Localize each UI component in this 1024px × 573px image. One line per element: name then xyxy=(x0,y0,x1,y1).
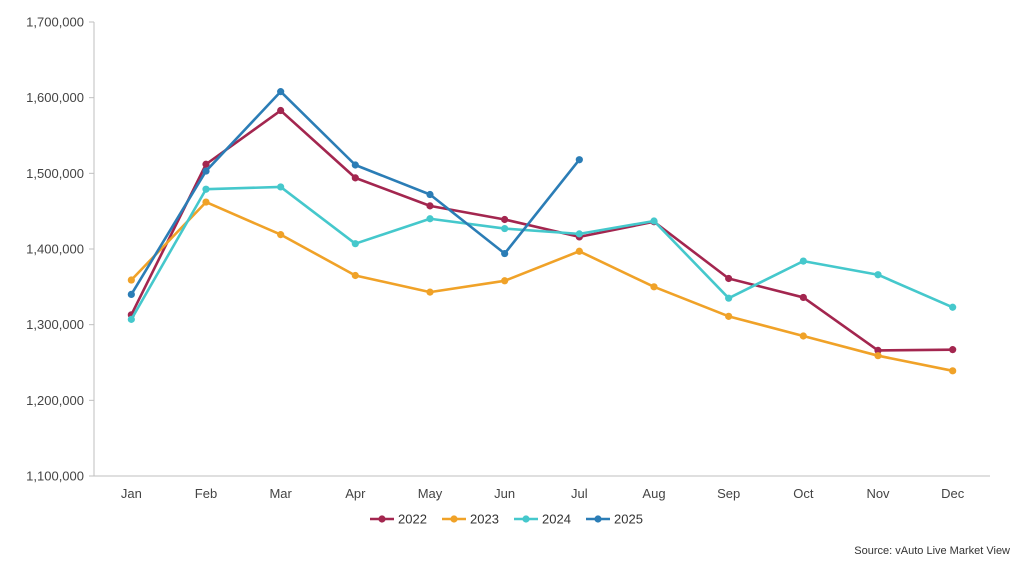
legend-item-2024: 2024 xyxy=(514,512,571,527)
x-tick-label: Apr xyxy=(345,486,366,501)
y-tick-label: 1,300,000 xyxy=(26,317,84,332)
data-point xyxy=(725,312,733,320)
legend-swatch-marker xyxy=(594,515,602,523)
data-point xyxy=(501,277,509,285)
data-point xyxy=(799,257,807,265)
series-line-2024 xyxy=(130,185,954,321)
series-line-2025 xyxy=(130,90,581,296)
data-point xyxy=(725,274,733,283)
legend-label: 2022 xyxy=(398,512,427,527)
data-point xyxy=(501,249,509,258)
data-point xyxy=(426,190,434,199)
y-tick-label: 1,600,000 xyxy=(26,90,84,105)
data-point xyxy=(799,332,807,340)
source-note: Source: vAuto Live Market View xyxy=(854,545,1010,557)
y-tick-label: 1,200,000 xyxy=(26,393,84,408)
data-point xyxy=(501,224,509,233)
legend: 2022 2023 2024 2025 xyxy=(370,512,643,527)
x-tick-label: Jul xyxy=(571,486,588,501)
legend-swatch-marker xyxy=(522,515,530,523)
data-point xyxy=(202,185,210,193)
data-point xyxy=(277,231,285,239)
legend-item-2025: 2025 xyxy=(586,512,643,527)
data-point xyxy=(725,294,733,302)
y-tick-label: 1,700,000 xyxy=(26,15,84,30)
legend-label: 2023 xyxy=(470,512,499,527)
data-point xyxy=(127,290,135,298)
series-2025 xyxy=(127,88,583,298)
data-point xyxy=(949,367,957,375)
x-tick-label: Sep xyxy=(717,486,740,501)
data-point xyxy=(650,217,658,225)
data-point xyxy=(501,215,509,224)
series-2024 xyxy=(127,183,957,323)
x-tick-label: Mar xyxy=(269,486,292,501)
legend-item-2022: 2022 xyxy=(370,512,427,527)
data-point xyxy=(650,283,658,291)
x-tick-label: Dec xyxy=(941,486,965,501)
data-point xyxy=(874,271,882,279)
data-point xyxy=(202,160,210,168)
legend-item-2023: 2023 xyxy=(442,512,499,527)
data-point xyxy=(202,167,210,175)
legend-label: 2024 xyxy=(542,512,571,527)
data-point xyxy=(351,240,359,248)
series-line-2022 xyxy=(130,109,954,352)
x-tick-label: Jun xyxy=(494,486,515,501)
series-2023 xyxy=(127,198,957,375)
data-point xyxy=(874,346,882,354)
legend-swatch-marker xyxy=(450,515,458,523)
x-tick-label: Aug xyxy=(642,486,665,501)
data-point xyxy=(351,271,359,280)
data-point xyxy=(351,174,359,182)
data-point xyxy=(874,352,882,360)
data-point xyxy=(575,230,583,238)
x-tick-label: Feb xyxy=(195,486,217,501)
legend-label: 2025 xyxy=(614,512,643,527)
series-lines xyxy=(127,88,957,375)
x-tick-label: Oct xyxy=(793,486,814,501)
data-point xyxy=(127,276,135,284)
data-point xyxy=(202,198,210,206)
data-point xyxy=(351,161,359,169)
data-point xyxy=(277,183,285,191)
x-tick-label: May xyxy=(418,486,443,501)
data-point xyxy=(575,156,583,164)
data-point xyxy=(277,106,285,115)
y-tick-label: 1,500,000 xyxy=(26,166,84,181)
data-point xyxy=(949,346,957,354)
data-point xyxy=(426,202,434,210)
data-point xyxy=(575,247,583,255)
data-point xyxy=(426,215,434,223)
legend-swatch-marker xyxy=(378,515,386,523)
series-line-2023 xyxy=(130,200,954,373)
data-point xyxy=(949,303,957,311)
data-point xyxy=(127,315,135,323)
y-tick-label: 1,400,000 xyxy=(26,242,84,257)
axes: 1,100,000 1,200,000 1,300,000 1,400,000 1,50… xyxy=(26,15,990,501)
x-tick-label: Nov xyxy=(866,486,890,501)
data-point xyxy=(277,88,285,96)
x-tick-label: Jan xyxy=(121,486,142,501)
data-point xyxy=(799,293,807,302)
data-point xyxy=(426,288,434,296)
y-tick-label: 1,100,000 xyxy=(26,469,84,484)
